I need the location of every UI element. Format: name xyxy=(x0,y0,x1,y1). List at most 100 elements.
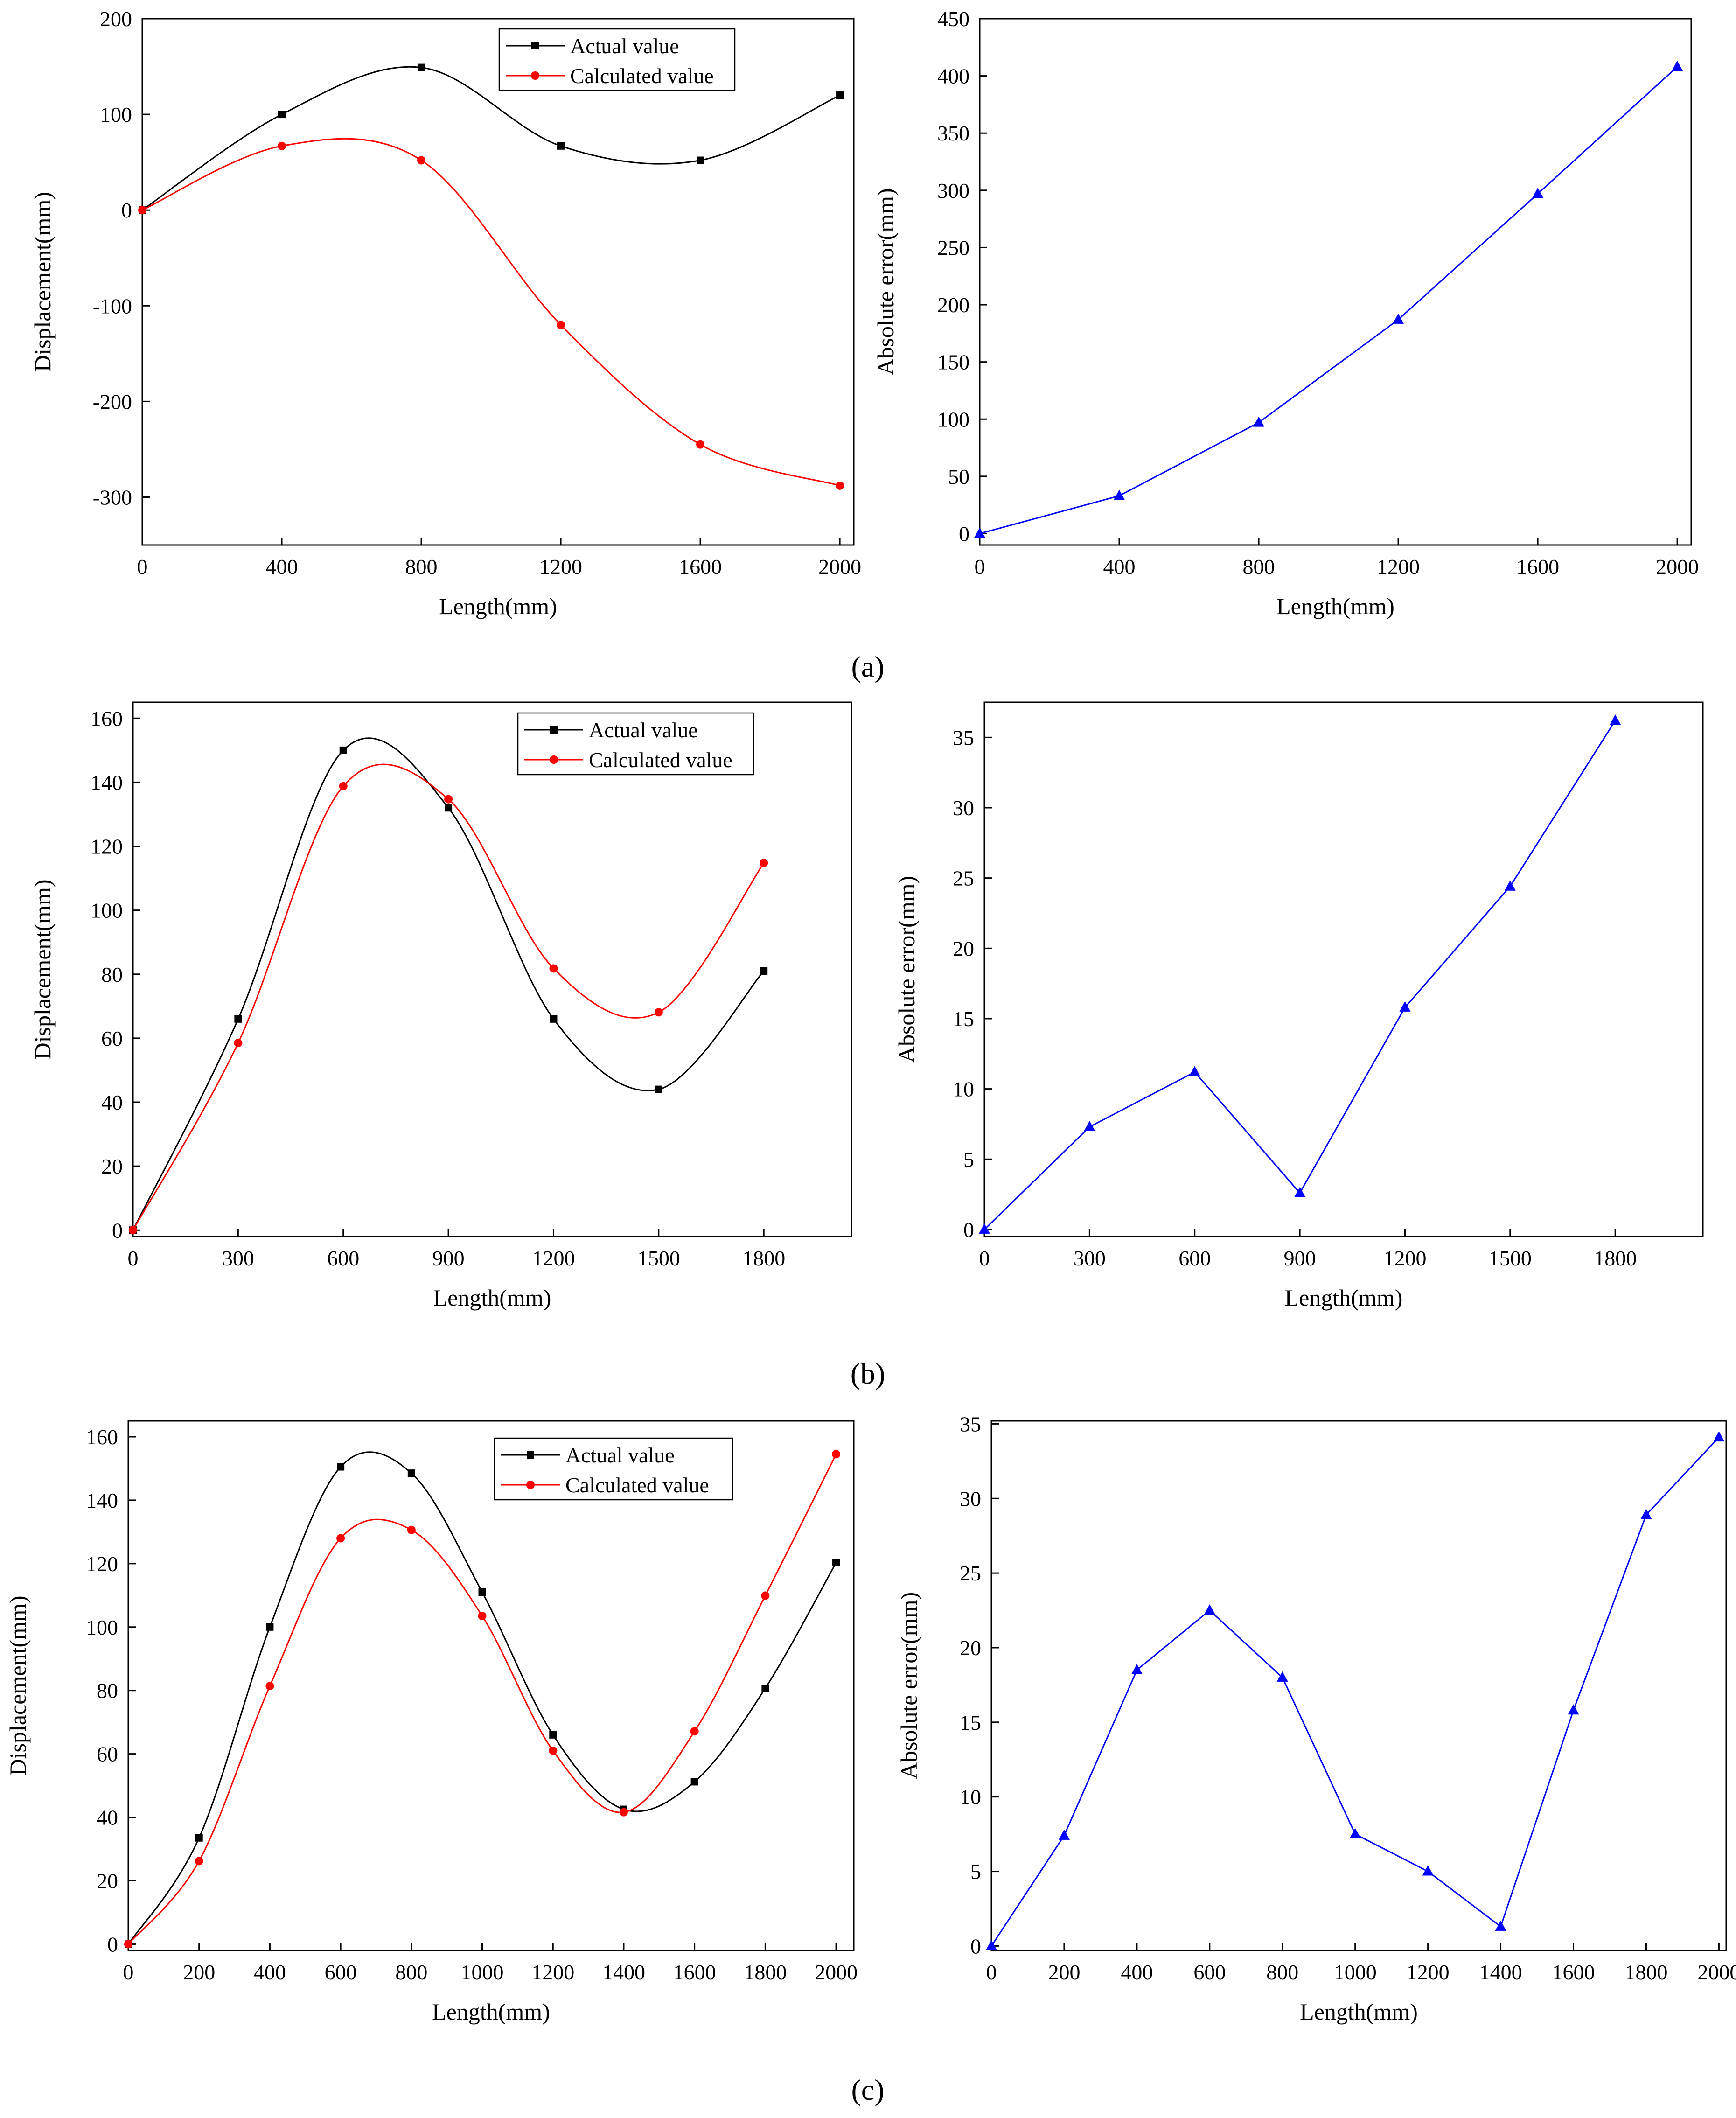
y-tick-label: 60 xyxy=(101,1027,123,1050)
data-point xyxy=(234,1039,243,1048)
data-point xyxy=(339,746,347,754)
data-point xyxy=(979,1223,990,1234)
y-tick-label: 5 xyxy=(970,1860,981,1884)
legend-box xyxy=(494,1437,733,1501)
data-point xyxy=(836,91,844,99)
legend-box xyxy=(517,712,754,776)
data-point xyxy=(1610,714,1621,725)
series-line xyxy=(142,66,840,211)
data-point xyxy=(195,1834,203,1842)
data-point xyxy=(417,156,426,165)
x-tick-label: 2000 xyxy=(1656,555,1699,579)
data-point xyxy=(690,1778,698,1786)
plot-frame xyxy=(127,1420,855,1951)
x-tick-label: 300 xyxy=(1074,1246,1106,1270)
x-tick-label: 2000 xyxy=(815,1960,858,1984)
data-point xyxy=(1276,1671,1288,1682)
y-tick-label: 5 xyxy=(963,1147,974,1171)
y-tick-label: -100 xyxy=(93,294,132,318)
series-actual-value xyxy=(129,737,768,1234)
data-point xyxy=(1084,1120,1095,1131)
data-point xyxy=(619,1808,628,1817)
y-tick-label: 50 xyxy=(948,465,969,489)
y-tick-label: 80 xyxy=(101,963,123,986)
y-tick-label: -200 xyxy=(93,390,132,413)
plot-frame xyxy=(132,701,852,1237)
series-calculated-value xyxy=(138,138,844,490)
x-tick-label: 1500 xyxy=(1489,1246,1532,1270)
x-tick-label: 1600 xyxy=(673,1960,716,1984)
x-tick-label: 1600 xyxy=(1552,1960,1595,1984)
data-point xyxy=(138,206,146,215)
y-tick-label: 60 xyxy=(97,1742,118,1766)
data-point xyxy=(761,1591,770,1600)
legend-label: Calculated value xyxy=(565,1473,709,1497)
data-point xyxy=(336,1534,345,1543)
x-axis-title: Length(mm) xyxy=(433,1285,551,1311)
data-point xyxy=(418,63,425,71)
data-point xyxy=(760,859,768,867)
x-tick-label: 1400 xyxy=(1479,1960,1522,1984)
data-point xyxy=(407,1525,416,1534)
data-point xyxy=(1495,1920,1506,1931)
data-point xyxy=(1713,1431,1725,1442)
legend-box xyxy=(498,28,736,91)
series-line xyxy=(132,737,765,1230)
y-tick-label: 20 xyxy=(97,1869,118,1893)
panel-labels: (a) (b) (c) xyxy=(851,650,885,2106)
x-tick-label: 300 xyxy=(222,1246,254,1270)
legend-swatch-marker xyxy=(527,1451,534,1459)
data-point xyxy=(696,440,705,449)
data-point xyxy=(549,964,558,973)
data-point xyxy=(444,795,453,804)
y-tick-label: 10 xyxy=(953,1077,974,1101)
y-tick-label: 20 xyxy=(101,1154,123,1178)
x-tick-label: 600 xyxy=(325,1960,357,1984)
data-point xyxy=(1504,880,1516,891)
y-tick-label: 450 xyxy=(937,7,969,31)
y-tick-label: 0 xyxy=(112,1218,123,1242)
x-tick-label: 0 xyxy=(979,1246,990,1270)
y-tick-label: 0 xyxy=(963,1218,974,1242)
data-point xyxy=(124,1940,132,1949)
data-point xyxy=(278,111,286,119)
series-line xyxy=(990,1437,1720,1947)
series-line xyxy=(983,720,1616,1230)
x-tick-label: 800 xyxy=(405,555,438,579)
data-point xyxy=(1422,1865,1434,1876)
y-tick-label: 30 xyxy=(960,1487,981,1510)
y-tick-label: 200 xyxy=(937,293,969,317)
data-point xyxy=(697,156,704,164)
x-tick-label: 1200 xyxy=(1383,1246,1426,1270)
x-tick-label: 400 xyxy=(266,555,298,579)
x-tick-label: 400 xyxy=(1103,555,1136,579)
x-tick-label: 1600 xyxy=(1516,555,1559,579)
y-tick-label: 120 xyxy=(86,1552,118,1576)
data-point xyxy=(1294,1187,1306,1197)
x-tick-label: 800 xyxy=(395,1960,427,1984)
y-tick-label: -300 xyxy=(93,485,132,509)
data-point xyxy=(234,1015,242,1023)
data-point xyxy=(1568,1704,1579,1715)
y-tick-label: 100 xyxy=(91,899,123,923)
data-point xyxy=(1253,416,1265,427)
x-tick-label: 800 xyxy=(1243,555,1275,579)
data-point xyxy=(445,804,453,812)
series-line xyxy=(132,763,765,1231)
y-tick-label: 350 xyxy=(937,121,969,145)
chart-b-error: 0 300 600 900 1200 1500 1800 0 5 10 15 20 25 30 35 Leng… xyxy=(893,701,1704,1311)
x-tick-label: 1200 xyxy=(1407,1960,1450,1984)
legend-swatch-marker xyxy=(550,726,558,734)
y-tick-label: 20 xyxy=(953,937,974,960)
x-tick-label: 1800 xyxy=(744,1960,787,1984)
x-tick-label: 2000 xyxy=(1697,1960,1736,1984)
x-tick-label: 400 xyxy=(254,1960,286,1984)
data-point xyxy=(549,1731,557,1739)
y-axis-title: Displacement(mm) xyxy=(29,192,56,372)
data-point xyxy=(760,967,768,975)
plot-frame xyxy=(990,1420,1727,1951)
x-axis-title: Length(mm) xyxy=(1300,1999,1418,2025)
data-point xyxy=(761,1684,769,1692)
data-point xyxy=(832,1559,840,1566)
legend: Actual value Calculated value xyxy=(517,712,754,776)
